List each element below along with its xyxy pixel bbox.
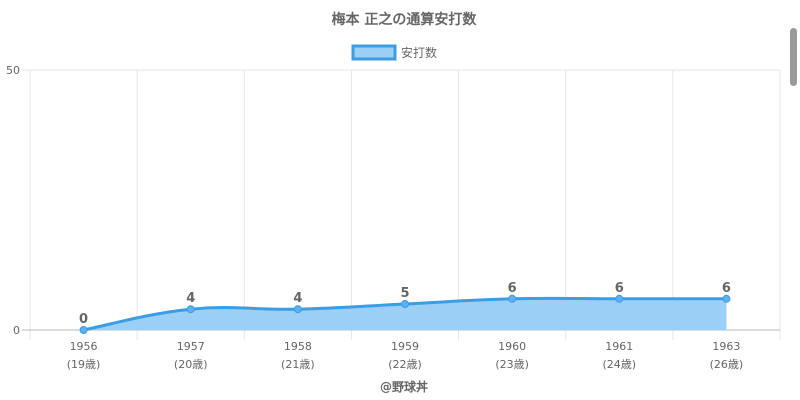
x-tick-sublabel: (20歳): [174, 358, 208, 371]
credit-label: @野球丼: [380, 379, 428, 394]
x-tick-label: 1960: [498, 340, 526, 353]
x-tick-sublabel: (26歳): [710, 358, 744, 371]
data-point: [722, 294, 731, 303]
data-label: 5: [400, 286, 409, 301]
chart-title: 梅本 正之の通算安打数: [332, 11, 478, 28]
data-point: [401, 300, 409, 308]
x-tick-label: 1961: [605, 340, 633, 353]
y-tick-label: 50: [6, 64, 20, 77]
y-tick-label: 0: [13, 324, 20, 337]
data-point: [79, 326, 88, 334]
x-tick-sublabel: (24歳): [602, 358, 636, 371]
data-point: [615, 294, 624, 303]
data-point: [293, 305, 302, 314]
x-tick-label: 1956: [70, 340, 98, 353]
data-label: 4: [293, 291, 302, 306]
x-tick-sublabel: (21歳): [281, 358, 315, 371]
x-tick-sublabel: (19歳): [67, 358, 101, 371]
x-tick-label: 1959: [391, 340, 419, 353]
data-point: [186, 305, 195, 314]
x-tick-label: 1963: [712, 340, 740, 353]
data-label: 4: [186, 291, 195, 306]
legend[interactable]: 安打数: [351, 44, 437, 61]
scrollbar-thumb[interactable]: [790, 28, 797, 86]
x-tick-sublabel: (22歳): [388, 358, 422, 371]
x-tick-label: 1957: [177, 340, 205, 353]
y-axis: 50 0: [6, 64, 20, 337]
data-label: 6: [722, 281, 731, 296]
x-axis: 1956 (19歳) 1957 (20歳) 1958 (21歳) 1959 (22歳) 1960…: [67, 340, 743, 371]
legend-swatch: [351, 44, 397, 61]
data-point: [508, 294, 517, 303]
legend-label: 安打数: [401, 45, 437, 60]
x-tick-label: 1958: [284, 340, 312, 353]
data-label: 6: [615, 281, 624, 296]
x-tick-sublabel: (23歳): [495, 358, 529, 371]
data-label: 6: [508, 281, 517, 296]
series-area: [83, 298, 727, 330]
plot-area: 0 4 4 5 6 6 6: [79, 281, 731, 334]
data-label: 0: [79, 312, 88, 327]
